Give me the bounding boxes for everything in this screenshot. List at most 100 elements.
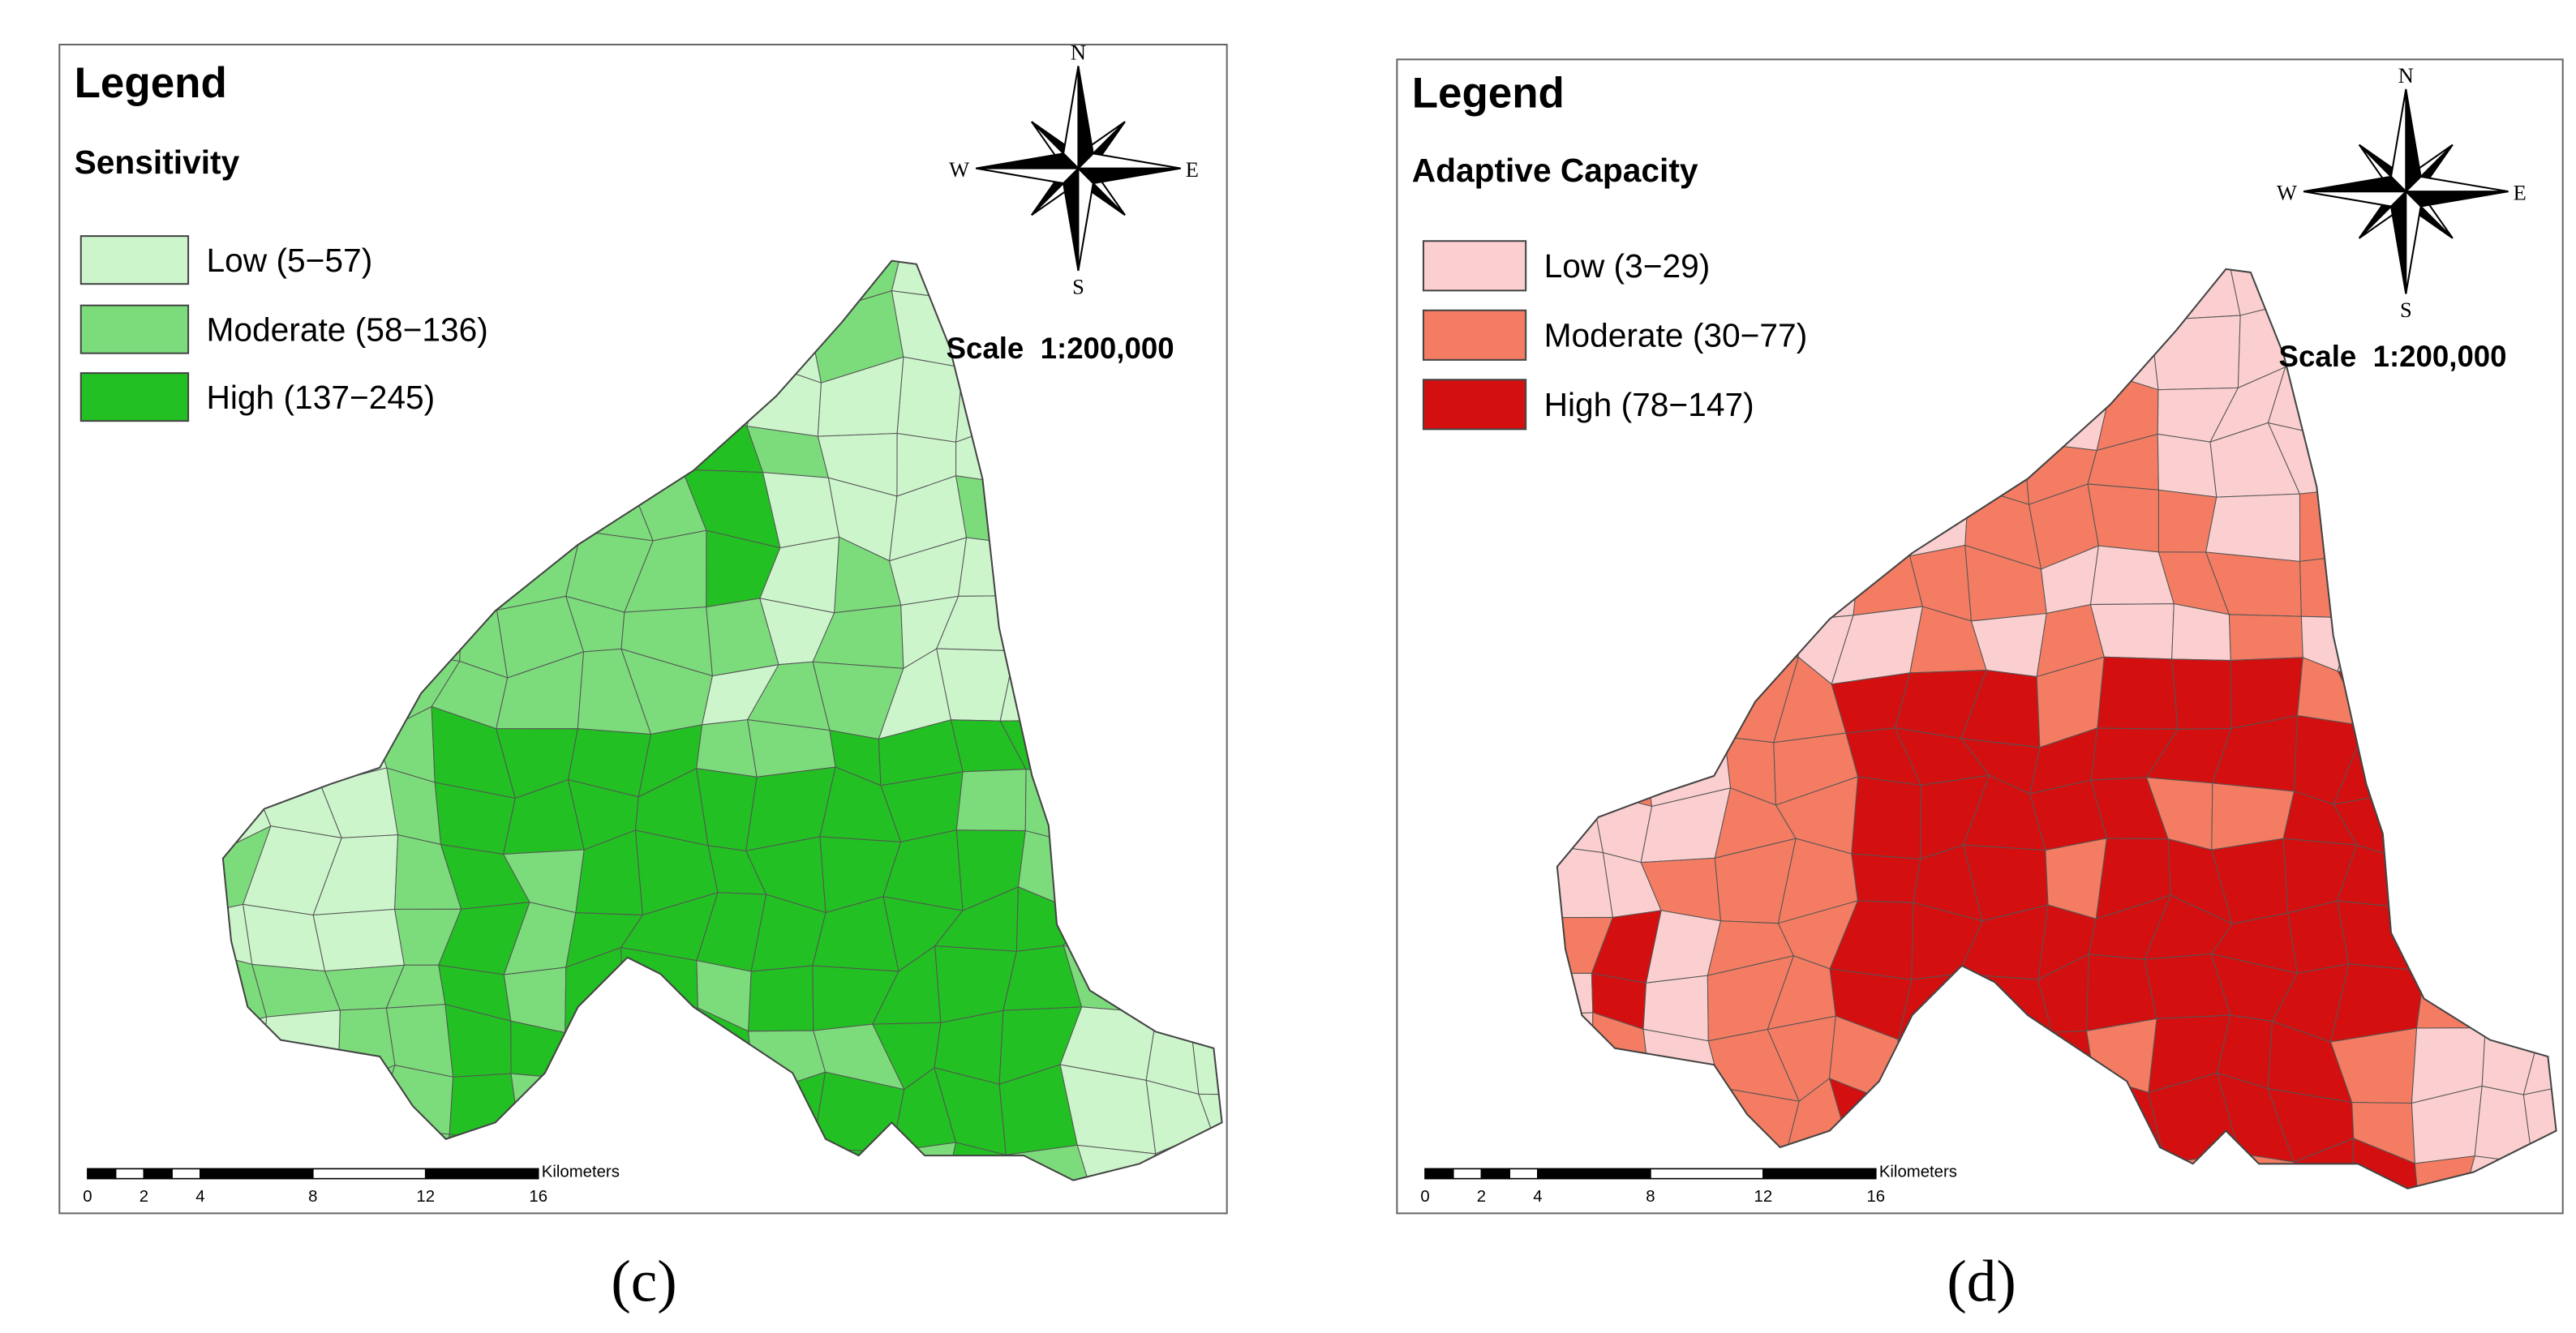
compass-w: W	[949, 157, 969, 182]
region	[1657, 482, 1735, 543]
compass: N S W E	[2277, 63, 2527, 322]
region	[2520, 302, 2557, 388]
region	[1063, 904, 1154, 966]
region	[620, 1069, 698, 1145]
region	[222, 717, 279, 785]
scale-bar-segment	[1480, 1168, 1511, 1180]
legend-label: High (137−245)	[206, 379, 435, 416]
region	[222, 1089, 262, 1138]
region	[437, 534, 501, 621]
region	[1191, 478, 1222, 562]
region	[2400, 657, 2478, 731]
region	[1556, 544, 1602, 629]
scale-bar-segment	[1537, 1168, 1651, 1180]
region	[1850, 477, 1911, 557]
region	[620, 1140, 695, 1181]
region	[373, 1065, 454, 1135]
region	[509, 260, 585, 319]
scale-bar-segment	[1452, 1168, 1483, 1180]
region	[1712, 418, 1793, 505]
legend-swatch	[1422, 240, 1527, 292]
legend-title: Legend	[75, 59, 227, 107]
region	[1201, 662, 1222, 718]
region	[748, 965, 814, 1032]
region	[1894, 1079, 1973, 1159]
compass-point	[2403, 175, 2509, 193]
region	[246, 1087, 339, 1146]
region	[1065, 706, 1146, 784]
region	[1891, 480, 1969, 557]
region	[2299, 553, 2365, 619]
legend-label: Moderate (30−77)	[1544, 317, 1808, 354]
scale-bar-segment	[311, 1168, 427, 1180]
region	[312, 650, 389, 735]
caption: (c)	[611, 1248, 676, 1314]
region	[2299, 486, 2365, 562]
district-outline	[1556, 268, 2557, 1189]
compass-s: S	[1072, 274, 1084, 298]
region	[1849, 307, 1906, 373]
region	[1654, 538, 1735, 619]
region	[693, 260, 765, 324]
compass-point	[1063, 166, 1080, 272]
region	[2041, 1075, 2107, 1160]
compass: N S W E	[949, 40, 1199, 298]
legend-subtitle: Adaptive Capacity	[1412, 152, 1698, 189]
scale-bar-label: 8	[1646, 1188, 1655, 1206]
scale-bar-segment	[143, 1168, 173, 1180]
region	[623, 1007, 698, 1094]
region	[577, 350, 641, 428]
region	[581, 409, 636, 497]
region	[1954, 1079, 2051, 1160]
region	[2337, 617, 2426, 684]
region	[2407, 426, 2491, 511]
compass-point	[1063, 66, 1080, 171]
region	[2333, 437, 2416, 511]
region	[2164, 1153, 2240, 1189]
region	[2089, 603, 2175, 660]
region	[1149, 829, 1213, 906]
region	[2205, 493, 2301, 562]
scale-bar-segment	[87, 1168, 117, 1180]
region	[1658, 1152, 1715, 1189]
region	[1980, 298, 2041, 392]
region	[2093, 306, 2159, 391]
region	[222, 542, 273, 614]
region	[1600, 618, 1675, 687]
region	[368, 409, 454, 491]
scale-bar-segment	[1509, 1168, 1539, 1180]
region	[1134, 706, 1203, 797]
region	[308, 488, 399, 559]
region	[1955, 364, 2041, 445]
region	[1958, 973, 2053, 1039]
region	[995, 425, 1075, 490]
region	[1728, 538, 1797, 622]
scale-bar-label: 0	[1420, 1188, 1429, 1206]
region	[812, 1148, 893, 1181]
compass-point	[2403, 191, 2509, 208]
legend-label: Moderate (58−136)	[206, 311, 487, 348]
region	[510, 1073, 580, 1151]
region	[2476, 729, 2553, 806]
region	[384, 260, 445, 319]
region	[247, 477, 326, 556]
scale-bar-label: 12	[1754, 1188, 1773, 1206]
region	[1577, 1081, 1659, 1155]
compass-n: N	[1071, 40, 1086, 64]
compass-point	[2303, 191, 2408, 208]
region	[938, 260, 1033, 313]
region	[1702, 268, 1796, 327]
region	[1014, 594, 1093, 653]
region	[623, 356, 714, 428]
region	[2157, 433, 2218, 498]
region	[1201, 366, 1222, 441]
region	[620, 946, 698, 1022]
region	[700, 299, 766, 365]
region	[762, 1134, 821, 1181]
region	[257, 420, 326, 501]
region	[1556, 618, 1608, 671]
region	[2483, 482, 2542, 558]
region	[1773, 1149, 1852, 1189]
region	[1891, 434, 1970, 486]
region	[999, 650, 1093, 722]
